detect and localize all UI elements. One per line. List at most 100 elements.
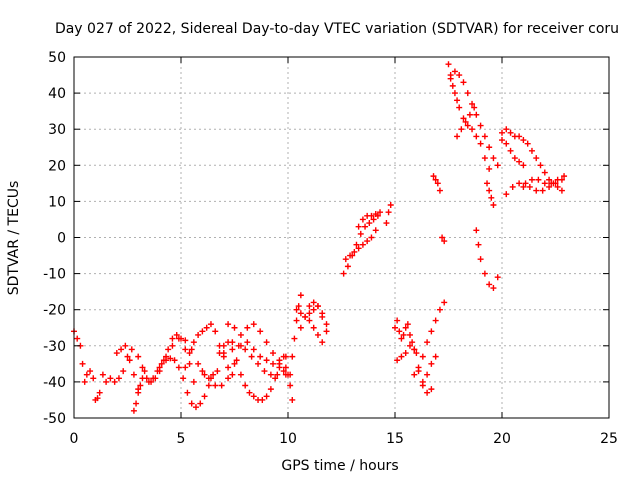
x-tick-label: 10: [279, 431, 297, 447]
data-point: [394, 317, 401, 324]
data-point: [163, 353, 170, 360]
series-s13: [225, 321, 289, 367]
data-point: [385, 209, 392, 216]
data-point: [456, 72, 463, 79]
data-point: [143, 375, 150, 382]
data-point: [490, 202, 497, 209]
data-point: [323, 328, 330, 335]
data-point: [441, 299, 448, 306]
y-tick-label: 50: [48, 50, 66, 66]
data-point: [481, 270, 488, 277]
data-point: [464, 122, 471, 129]
data-point: [188, 400, 195, 407]
data-point: [558, 176, 565, 183]
data-point: [99, 371, 106, 378]
data-point: [347, 252, 354, 259]
data-point: [447, 75, 454, 82]
data-point: [201, 393, 208, 400]
data-point: [396, 328, 403, 335]
data-point: [94, 395, 101, 402]
data-point: [122, 342, 129, 349]
data-point: [83, 371, 90, 378]
series-s6: [130, 368, 148, 414]
series-s17: [293, 306, 326, 346]
series-s21: [342, 227, 379, 263]
data-point: [541, 169, 548, 176]
data-point: [432, 317, 439, 324]
data-point: [145, 378, 152, 385]
data-point: [528, 147, 535, 154]
data-point: [96, 389, 103, 396]
series-s14: [229, 339, 287, 378]
data-point: [306, 303, 313, 310]
data-point: [484, 180, 491, 187]
data-point: [180, 375, 187, 382]
data-point: [74, 335, 81, 342]
data-point: [392, 324, 398, 331]
data-point: [473, 227, 480, 234]
data-point: [287, 382, 294, 389]
data-point: [169, 335, 176, 342]
data-point: [436, 187, 443, 194]
series-s25: [394, 342, 435, 396]
data-point: [428, 386, 435, 393]
data-point: [473, 133, 480, 140]
data-point: [229, 346, 236, 353]
series-s28: [430, 173, 443, 194]
series-s7: [135, 331, 197, 385]
data-point: [561, 173, 568, 180]
data-point: [546, 176, 553, 183]
data-point: [383, 220, 390, 227]
data-point: [441, 238, 448, 245]
data-point: [436, 306, 443, 313]
y-tick-label: 0: [57, 231, 66, 247]
data-point: [368, 212, 375, 219]
data-point: [244, 339, 251, 346]
data-point: [130, 371, 137, 378]
series-s3: [92, 371, 106, 403]
data-point: [165, 346, 172, 353]
data-point: [477, 122, 484, 129]
data-point: [244, 324, 251, 331]
data-point: [135, 389, 142, 396]
data-point: [242, 382, 249, 389]
series-s38: [520, 176, 565, 194]
data-point: [141, 368, 148, 375]
series-s19: [306, 303, 330, 328]
data-point: [225, 375, 232, 382]
data-point: [214, 368, 221, 375]
data-point: [128, 346, 135, 353]
data-point: [454, 133, 461, 140]
data-point: [319, 339, 326, 346]
data-point: [528, 176, 535, 183]
data-point: [212, 328, 219, 335]
data-point: [297, 324, 304, 331]
data-point: [359, 241, 366, 248]
data-point: [503, 191, 510, 198]
data-points: [71, 61, 568, 414]
data-point: [344, 263, 351, 270]
data-point: [169, 342, 176, 349]
data-point: [398, 353, 405, 360]
data-point: [190, 378, 197, 385]
data-point: [207, 321, 214, 328]
x-tick-label: 0: [70, 431, 79, 447]
data-point: [509, 183, 516, 190]
data-point: [225, 321, 232, 328]
data-point: [432, 353, 439, 360]
data-point: [314, 303, 321, 310]
data-point: [481, 133, 488, 140]
data-point: [372, 211, 379, 218]
data-point: [469, 126, 476, 133]
data-point: [263, 393, 270, 400]
data-point: [263, 357, 270, 364]
data-point: [201, 371, 208, 378]
data-point: [250, 321, 257, 328]
data-point: [314, 331, 321, 338]
data-point: [539, 187, 546, 194]
data-point: [190, 339, 197, 346]
data-point: [451, 68, 458, 75]
data-point: [293, 306, 300, 313]
data-point: [404, 321, 411, 328]
data-point: [522, 180, 529, 187]
